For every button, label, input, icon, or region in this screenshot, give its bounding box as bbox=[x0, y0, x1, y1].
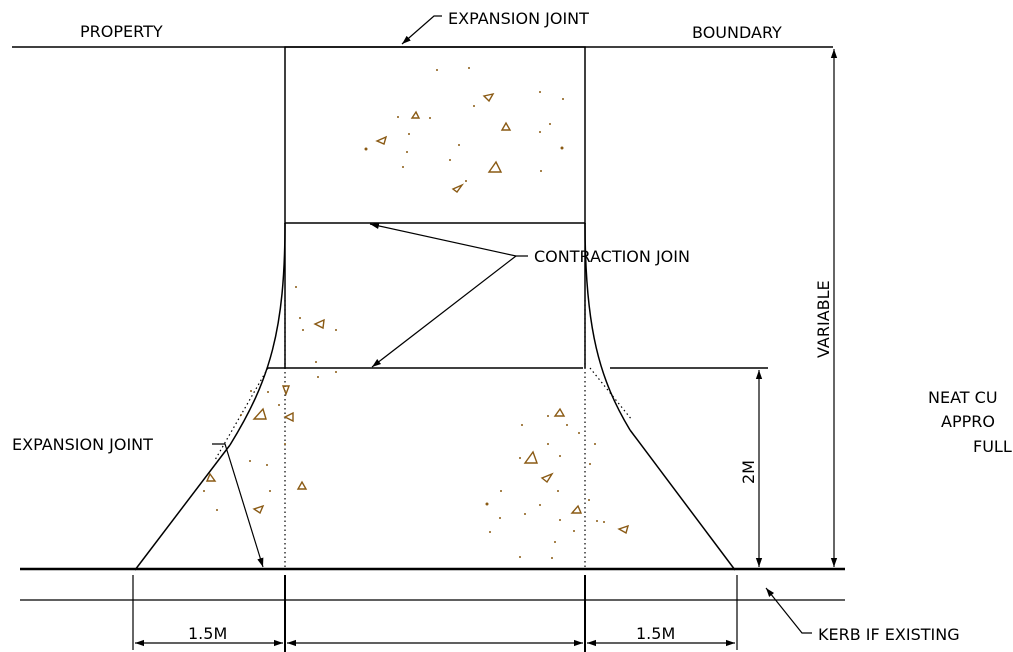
neat-cut-note-line3: FULL bbox=[973, 437, 1012, 456]
right-flare-curve bbox=[584, 222, 631, 431]
dim-left-label: 1.5M bbox=[188, 624, 227, 643]
top-slab-panel bbox=[284, 46, 586, 224]
expansion-joint-left-label: EXPANSION JOINT bbox=[12, 435, 153, 454]
expansion-joint-top-leader bbox=[401, 15, 442, 45]
property-label: PROPERTY bbox=[80, 22, 163, 41]
dim-right-label: 1.5M bbox=[636, 624, 675, 643]
right-flare-edge bbox=[629, 429, 736, 571]
left-flare-edge bbox=[134, 444, 231, 571]
aggregate-hatch-bottom bbox=[203, 385, 630, 559]
neat-cut-note-line1: NEAT CU bbox=[928, 388, 998, 407]
left-flare-curve bbox=[229, 222, 286, 446]
aggregate-hatch-top bbox=[364, 67, 564, 193]
expansion-joint-top-label: EXPANSION JOINT bbox=[448, 9, 589, 28]
expansion-joint-left-leader bbox=[212, 443, 264, 568]
dim-2m-label: 2M bbox=[739, 460, 758, 484]
variable-label: VARIABLE bbox=[814, 280, 833, 358]
left-dotted-flare bbox=[214, 367, 269, 461]
neat-cut-note-line2: APPRO bbox=[941, 412, 995, 431]
boundary-label: BOUNDARY bbox=[692, 23, 782, 42]
kerb-leader bbox=[765, 587, 812, 634]
aggregate-hatch-throat bbox=[295, 286, 337, 378]
contraction-join-label: CONTRACTION JOIN bbox=[534, 247, 690, 266]
contraction-join-leader-lower bbox=[371, 255, 517, 368]
contraction-join-leader-upper bbox=[369, 222, 528, 257]
kerb-label: KERB IF EXISTING bbox=[818, 625, 960, 644]
